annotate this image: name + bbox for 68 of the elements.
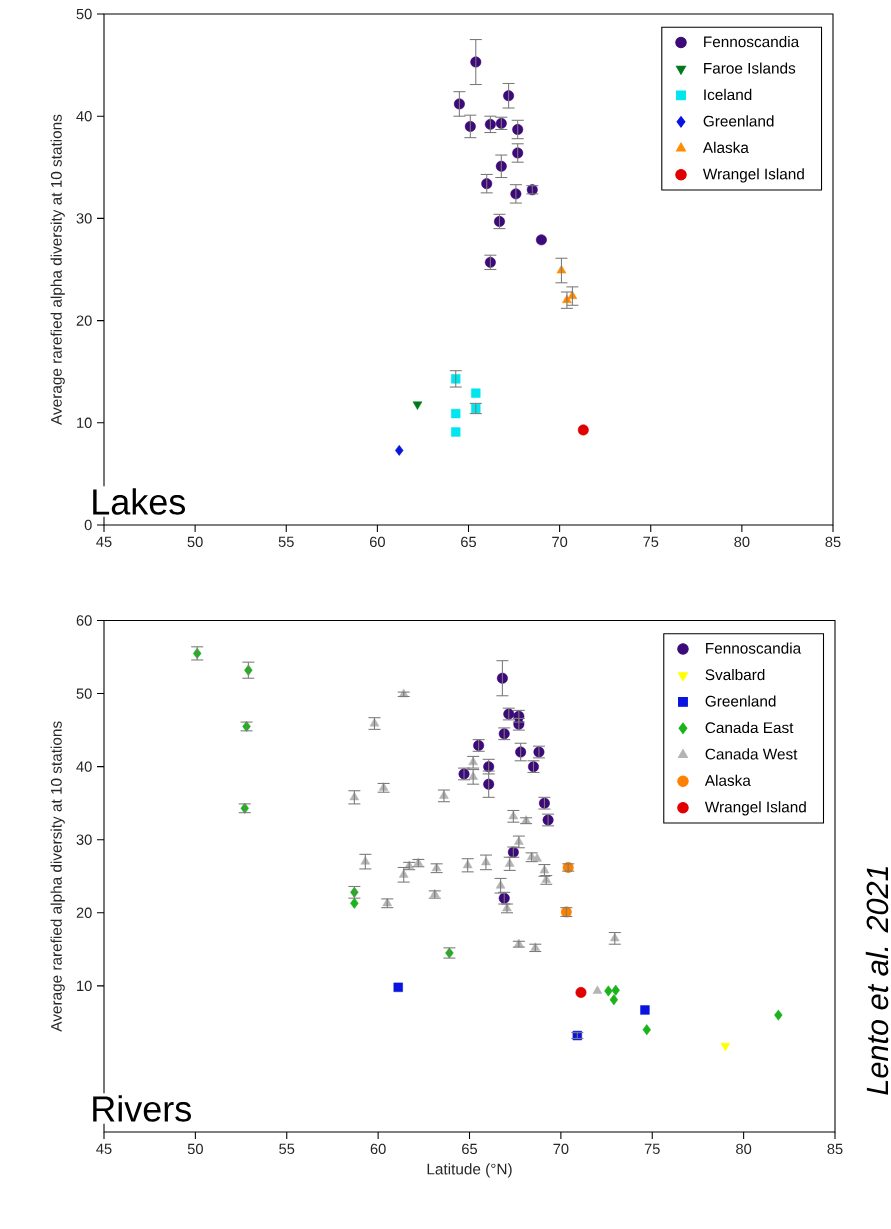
y-tick-label: 10 [77,980,92,992]
y-tick-label: 60 [76,615,92,626]
x-tick-label: 55 [279,1143,295,1154]
point [640,1005,650,1015]
point [609,994,619,1006]
legend-label: Wrangel Island [704,801,806,816]
x-tick-label: 70 [552,536,568,548]
legend-label: Alaska [702,141,749,153]
x-tick-label: 85 [825,536,841,548]
y-tick-label: 40 [76,111,92,122]
point [535,234,547,246]
legend-label: Wrangel Island [702,168,804,183]
y-tick-label: 20 [76,907,92,918]
x-tick-label: 75 [643,536,659,547]
point [412,401,423,410]
y-tick-label: 40 [76,761,92,772]
x-tick-label: 85 [827,1143,843,1155]
legend-label: Svalbard [705,668,765,681]
x-tick-label: 60 [370,1143,386,1155]
legend-label: Faroe Islands [704,62,796,74]
point [592,985,603,994]
point [577,424,589,436]
legend-label: Canada West [705,748,798,760]
y-tick-label: 20 [76,315,92,326]
point [720,1042,731,1052]
point [471,388,481,398]
legend-label: Greenland [705,695,776,707]
legend-label: Fennoscandia [706,642,802,654]
annotation: Lakes [93,488,186,515]
x-tick-label: 65 [461,536,477,548]
x-tick-label: 50 [187,1143,203,1155]
point [393,982,403,992]
point [451,427,461,437]
x-tick-label: 80 [734,536,750,548]
legend-label: Alaska [704,774,751,786]
text: Lento et al. 2021 [865,866,889,1095]
x-tick-label: 45 [96,536,112,547]
x-tick-label: 70 [553,1143,569,1155]
x-axis-title: Latitude (°N) [427,1163,512,1178]
x-tick-label: 80 [736,1143,752,1155]
y-tick-label: 30 [76,213,92,224]
y-tick-label: 0 [84,519,92,531]
legend-label: Fennoscandia [704,35,800,48]
y-axis-title: Average rarefied alpha diversity at 10 stations [50,114,65,425]
y-axis-title: Average rarefied alpha diversity at 10 stations [50,721,65,1032]
point [395,444,404,456]
y-tick-label: 30 [76,834,92,845]
legend-label: Canada East [705,721,794,734]
point [604,985,613,997]
y-tick-label: 50 [76,688,92,699]
x-tick-label: 65 [462,1143,478,1155]
x-tick-label: 60 [369,536,385,548]
x-tick-label: 50 [187,536,203,548]
point [451,408,461,419]
x-tick-label: 45 [96,1143,112,1154]
annotation: Rivers [93,1095,191,1122]
point [774,1009,783,1021]
point [532,853,542,862]
point [575,986,587,998]
x-tick-label: 75 [644,1143,660,1154]
point [642,1024,651,1036]
legend-label: Iceland [704,88,752,101]
legend-label: Greenland [703,115,774,127]
point [350,897,359,909]
point [611,984,620,996]
x-tick-label: 55 [278,536,294,547]
y-tick-label: 50 [76,8,92,20]
y-tick-label: 10 [77,417,92,428]
